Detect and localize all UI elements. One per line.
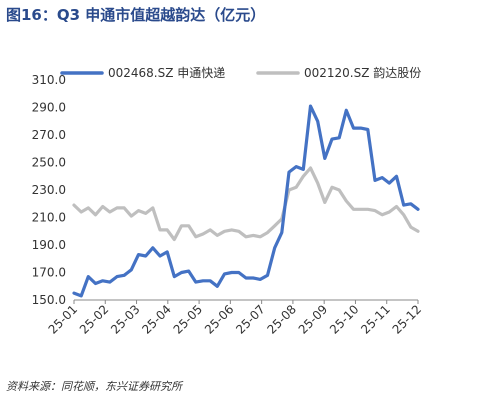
line-chart: 002468.SZ 申通快递 002120.SZ 韵达股份 150.0170.01… [32, 65, 425, 337]
x-tick-label: 25-10 [327, 302, 362, 337]
y-tick-label: 150.0 [32, 293, 66, 307]
x-tick-label: 25-11 [358, 302, 393, 337]
y-tick-label: 270.0 [32, 128, 66, 142]
y-tick-label: 250.0 [32, 156, 66, 170]
x-tick-label: 25-03 [108, 302, 143, 337]
source-note: 资料来源：同花顺，东兴证券研究所 [6, 380, 182, 393]
y-tick-label: 290.0 [32, 101, 66, 115]
x-tick-label: 25-06 [202, 302, 237, 337]
y-tick-label: 230.0 [32, 183, 66, 197]
plot-area [72, 104, 420, 298]
x-tick-label: 25-01 [46, 302, 81, 337]
y-axis: 150.0 170.0 190.0 210.0 230.0 250.0 270.0 290.0… [32, 73, 66, 307]
legend-label-2: 002120.SZ 韵达股份 [304, 65, 421, 80]
chart-title: 图16：Q3 申通市值超越韵达（亿元） [6, 6, 266, 24]
series-line-2 [72, 166, 420, 242]
x-tick-label: 25-04 [139, 302, 174, 337]
legend-label-1: 002468.SZ 申通快递 [108, 66, 225, 80]
legend: 002468.SZ 申通快递 002120.SZ 韵达股份 [60, 65, 421, 80]
x-tick-label: 25-05 [171, 302, 206, 337]
y-tick-label: 310.0 [32, 73, 66, 87]
y-tick-label: 170.0 [32, 266, 66, 280]
x-tick-label: 25-12 [390, 302, 425, 337]
x-tick-label: 25-07 [233, 302, 268, 337]
x-tick-label: 25-09 [296, 302, 331, 337]
y-tick-label: 210.0 [32, 211, 66, 225]
x-tick-label: 25-02 [77, 302, 112, 337]
y-tick-label: 190.0 [32, 238, 66, 252]
series-line-1 [72, 104, 420, 298]
x-axis: 25-0125-0225-0325-0425-0525-0625-0725-08… [46, 299, 425, 337]
x-tick-label: 25-08 [264, 302, 299, 337]
